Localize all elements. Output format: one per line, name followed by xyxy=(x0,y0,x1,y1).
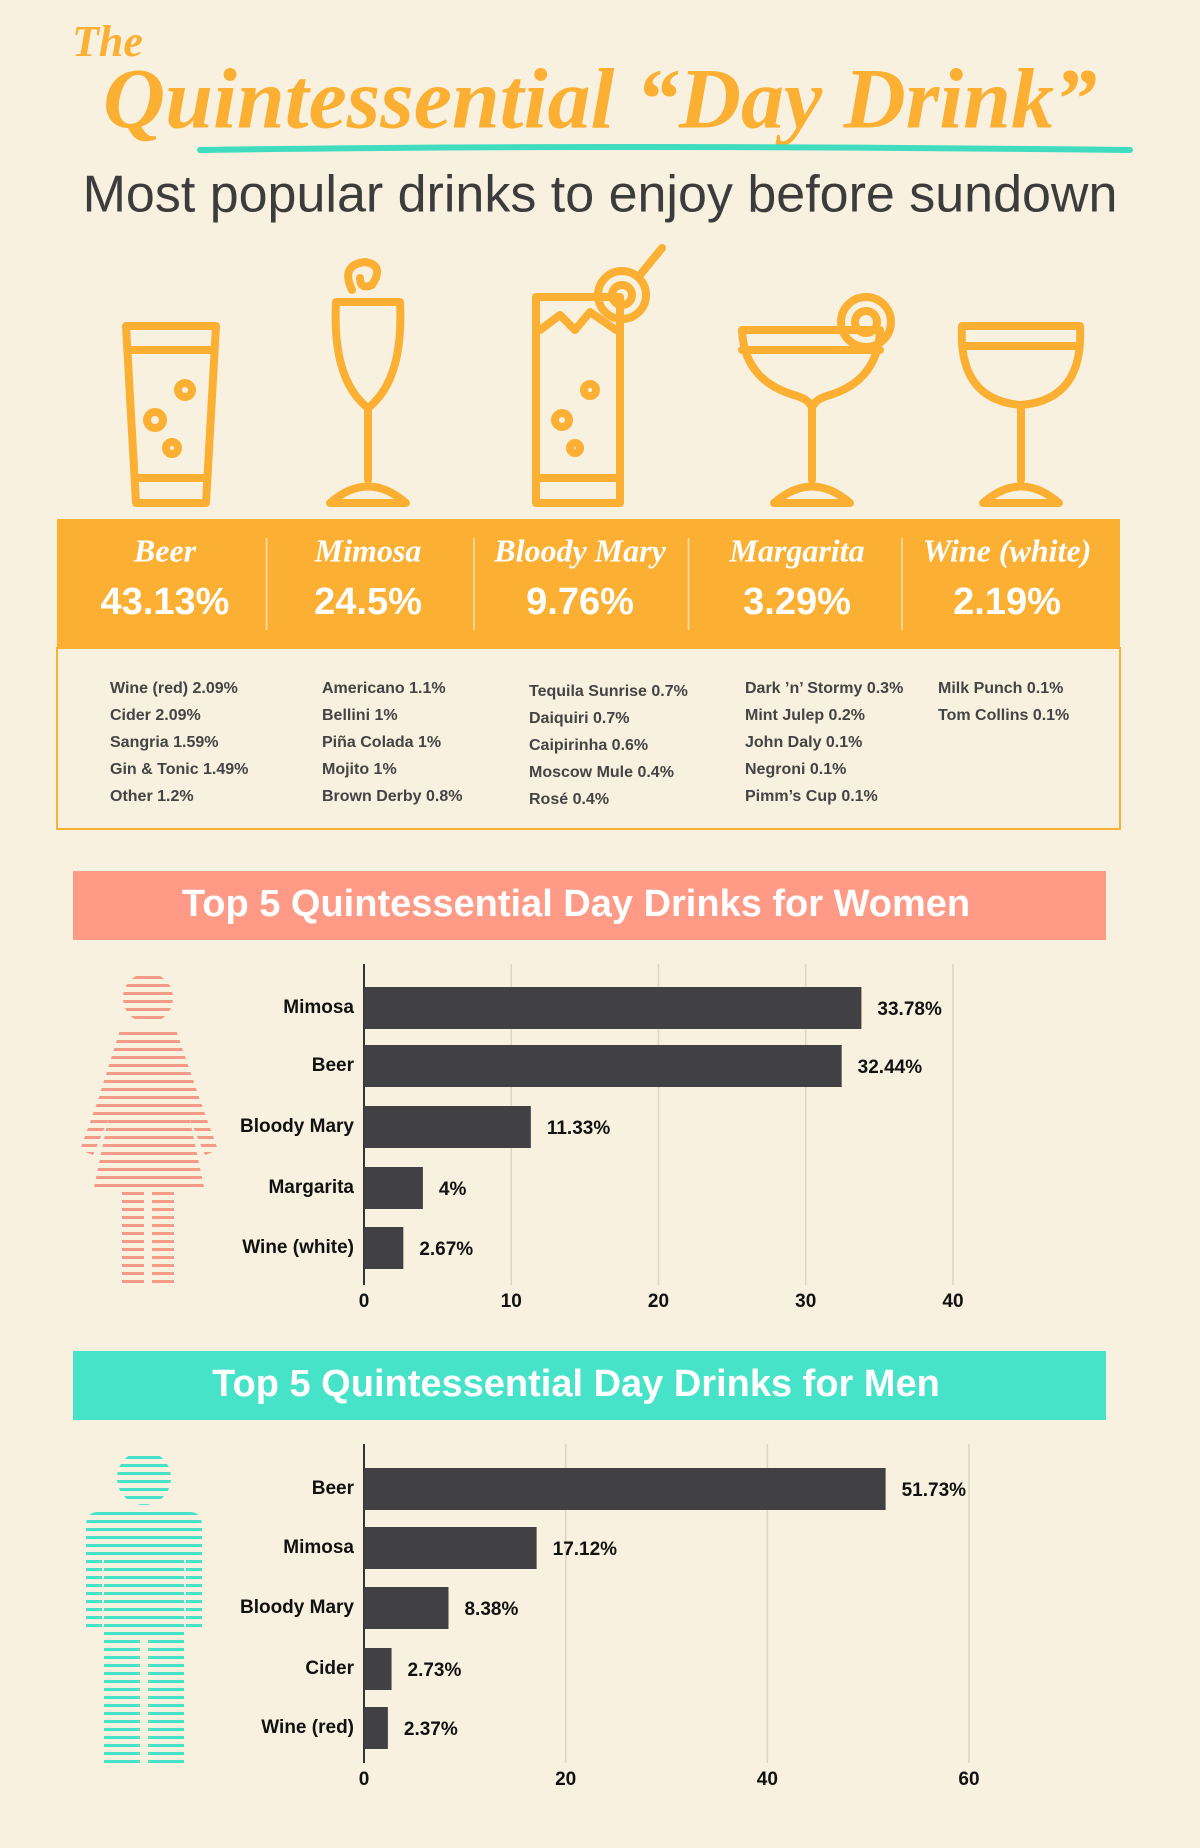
category-label: Bloody Mary xyxy=(240,1116,354,1137)
chart-title: Top 5 Quintessential Day Drinks for Wome… xyxy=(182,883,970,925)
bar xyxy=(364,1648,392,1690)
other-drink: Daiquiri 0.7% xyxy=(529,710,629,727)
category-label: Mimosa xyxy=(283,1537,354,1558)
other-drink: Wine (red) 2.09% xyxy=(110,680,238,697)
chart-title: Top 5 Quintessential Day Drinks for Men xyxy=(212,1363,940,1405)
x-tick-label: 40 xyxy=(942,1291,963,1312)
other-drink: Rosé 0.4% xyxy=(529,791,609,808)
value-label: 11.33% xyxy=(547,1118,610,1139)
other-drink: Bellini 1% xyxy=(322,707,398,724)
drink-name: Margarita xyxy=(728,532,864,568)
other-drink: Mojito 1% xyxy=(322,761,397,778)
other-drink: John Daly 0.1% xyxy=(745,734,862,751)
category-label: Wine (red) xyxy=(261,1717,354,1738)
bar xyxy=(364,1227,404,1269)
value-label: 2.67% xyxy=(419,1239,473,1260)
x-tick-label: 0 xyxy=(359,1769,370,1790)
category-label: Bloody Mary xyxy=(240,1597,354,1618)
x-tick-label: 60 xyxy=(958,1769,979,1790)
category-label: Cider xyxy=(305,1658,354,1679)
x-tick-label: 30 xyxy=(795,1291,816,1312)
drink-share: 9.76% xyxy=(526,581,634,623)
bar xyxy=(364,1106,531,1148)
drink-name: Beer xyxy=(133,532,197,568)
other-drink: Piña Colada 1% xyxy=(322,734,441,751)
bar xyxy=(364,1527,537,1569)
value-label: 2.73% xyxy=(408,1660,462,1681)
value-label: 32.44% xyxy=(858,1057,923,1078)
top-drinks-band xyxy=(57,519,1120,648)
value-label: 33.78% xyxy=(877,999,942,1020)
woman-figure xyxy=(80,973,218,1284)
drink-share: 43.13% xyxy=(101,581,230,623)
other-drink: Tom Collins 0.1% xyxy=(938,707,1069,724)
other-drink: Moscow Mule 0.4% xyxy=(529,764,674,781)
other-drink: Other 1.2% xyxy=(110,788,194,805)
glass-icons xyxy=(122,244,1085,507)
other-drink: Brown Derby 0.8% xyxy=(322,788,462,805)
other-drink: Caipirinha 0.6% xyxy=(529,737,648,754)
subtitle: Most popular drinks to enjoy before sund… xyxy=(83,166,1118,224)
drink-share: 3.29% xyxy=(743,581,851,623)
category-label: Wine (white) xyxy=(242,1237,354,1258)
other-drinks: Wine (red) 2.09% Cider 2.09% Sangria 1.59%… xyxy=(110,680,1069,808)
category-label: Mimosa xyxy=(283,997,354,1018)
other-drink: Mint Julep 0.2% xyxy=(745,707,865,724)
charts: Top 5 Quintessential Day Drinks for Wome… xyxy=(182,883,980,1790)
x-tick-label: 40 xyxy=(757,1769,778,1790)
other-drink: Gin & Tonic 1.49% xyxy=(110,761,248,778)
other-drink: Negroni 0.1% xyxy=(745,761,846,778)
other-drink: Americano 1.1% xyxy=(322,680,446,697)
x-tick-label: 10 xyxy=(501,1291,522,1312)
x-tick-label: 0 xyxy=(359,1291,370,1312)
bar xyxy=(364,987,862,1029)
category-label: Beer xyxy=(312,1478,355,1499)
top-drinks: Beer 43.13% Mimosa 24.5% Bloody Mary 9.76% Mar… xyxy=(101,532,1092,630)
man-figure xyxy=(86,1451,202,1763)
title-underline xyxy=(197,144,1133,153)
bar xyxy=(364,1167,423,1209)
other-drink: Milk Punch 0.1% xyxy=(938,680,1063,697)
category-label: Beer xyxy=(312,1055,355,1076)
value-label: 17.12% xyxy=(553,1539,618,1560)
bar xyxy=(364,1587,449,1629)
other-drink: Dark ’n’ Stormy 0.3% xyxy=(745,680,903,697)
other-drink: Cider 2.09% xyxy=(110,707,201,724)
men-header-band xyxy=(73,1351,1106,1420)
other-drink: Pimm’s Cup 0.1% xyxy=(745,788,878,805)
title-kicker: The xyxy=(72,17,143,66)
bar xyxy=(364,1707,388,1749)
other-drink: Tequila Sunrise 0.7% xyxy=(529,683,688,700)
other-drinks-box xyxy=(56,647,1121,830)
x-tick-label: 20 xyxy=(648,1291,669,1312)
value-label: 4% xyxy=(439,1179,467,1200)
x-tick-label: 20 xyxy=(555,1769,576,1790)
value-label: 2.37% xyxy=(404,1719,458,1740)
drink-share: 2.19% xyxy=(953,581,1061,623)
drink-name: Mimosa xyxy=(314,532,422,568)
bar xyxy=(364,1468,886,1510)
other-drink: Sangria 1.59% xyxy=(110,734,219,751)
value-label: 51.73% xyxy=(902,1480,967,1501)
drink-name: Wine (white) xyxy=(923,532,1092,568)
title: Quintessential “Day Drink” xyxy=(103,51,1097,147)
drink-name: Bloody Mary xyxy=(493,532,666,568)
value-label: 8.38% xyxy=(464,1599,518,1620)
drink-share: 24.5% xyxy=(314,581,422,623)
bar xyxy=(364,1045,842,1087)
category-label: Margarita xyxy=(268,1177,354,1198)
women-header-band xyxy=(73,871,1106,940)
